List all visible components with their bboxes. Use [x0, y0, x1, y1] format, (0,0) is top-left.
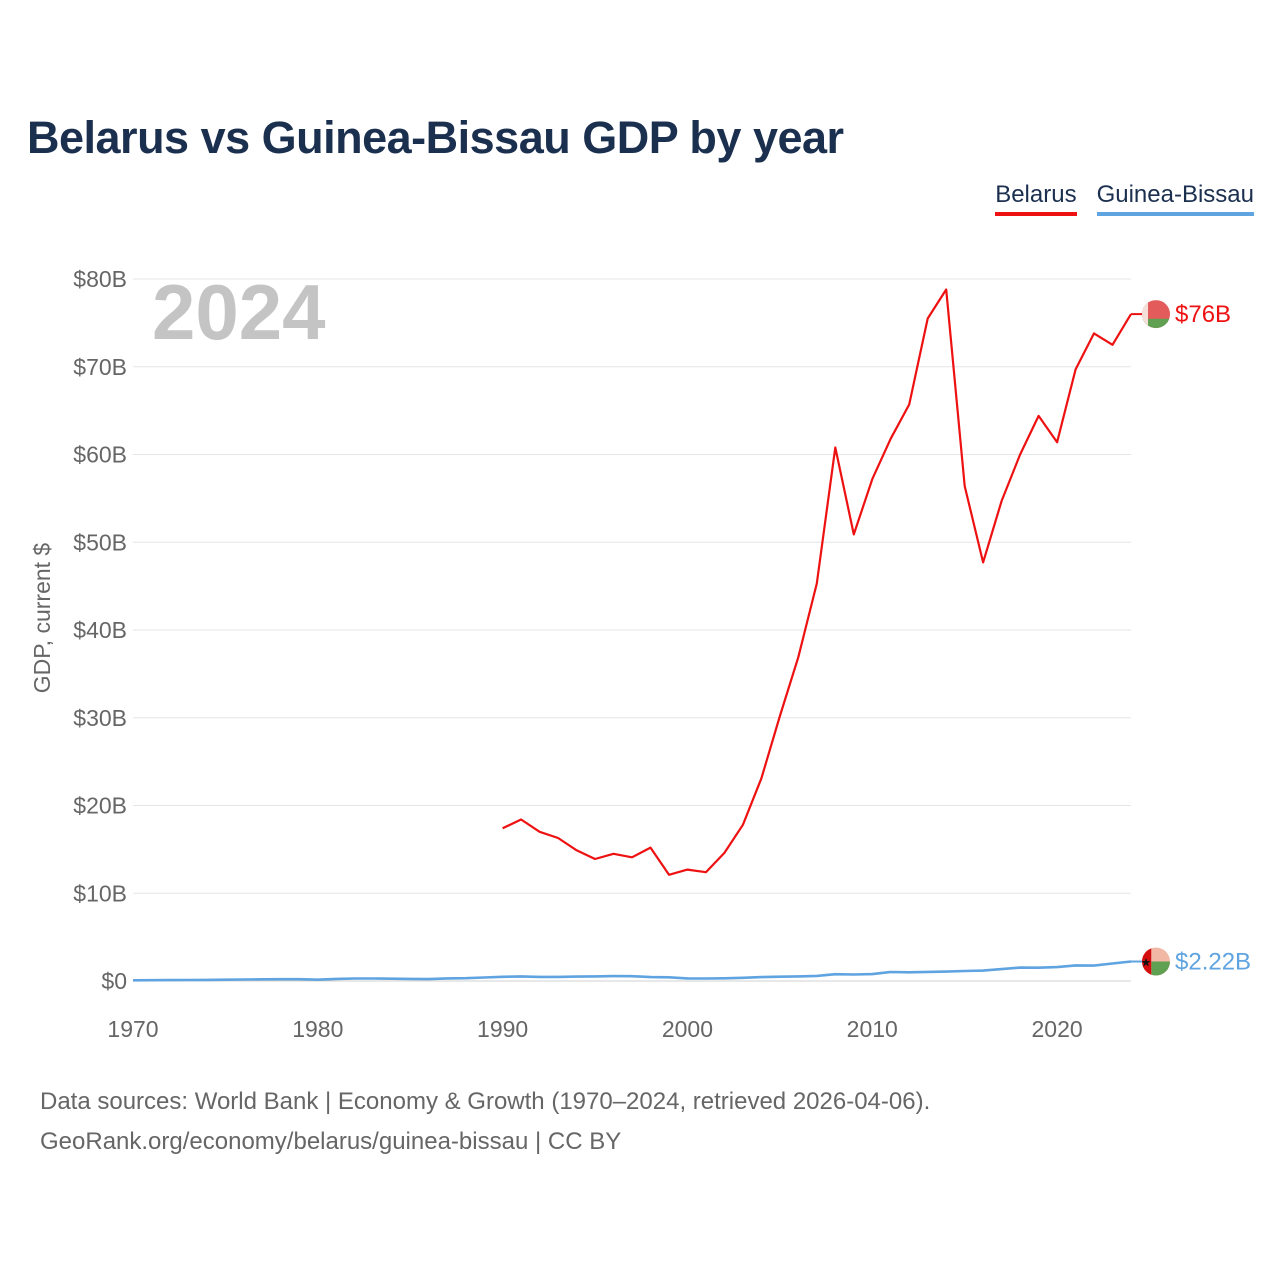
guinea-bissau-flag-icon: ★	[1141, 947, 1170, 976]
year-watermark: 2024	[152, 268, 326, 356]
y-tick-label: $40B	[73, 617, 127, 643]
legend: Belarus Guinea-Bissau	[995, 180, 1254, 216]
series-line-guinea-bissau[interactable]	[132, 960, 1132, 982]
y-tick-label: $10B	[73, 880, 127, 906]
legend-item-guinea-bissau[interactable]: Guinea-Bissau	[1096, 180, 1254, 216]
end-value-label: $2.22B	[1175, 949, 1251, 976]
svg-text:★: ★	[1141, 956, 1152, 970]
chart-title: Belarus vs Guinea-Bissau GDP by year	[27, 112, 844, 163]
y-tick-label: $30B	[73, 705, 127, 731]
end-value-label: $76B	[1175, 301, 1231, 328]
footer-link[interactable]: GeoRank.org/economy/belarus/guinea-bissa…	[40, 1128, 622, 1155]
grid-lines	[133, 278, 1131, 982]
gdp-line-chart: 2024 GDP, current $ $0 $10B $20B $30B $40B $5…	[29, 266, 1251, 1042]
x-tick-label: 2000	[662, 1016, 713, 1042]
series-line-belarus[interactable]	[502, 288, 1132, 876]
footer-sources: Data sources: World Bank | Economy & Gro…	[40, 1088, 931, 1115]
belarus-flag-icon	[1142, 300, 1170, 329]
y-tick-label: $70B	[73, 354, 127, 380]
series-end-markers: $76B ★ $2.22B	[1131, 300, 1251, 976]
y-axis-label: GDP, current $	[29, 543, 55, 694]
x-tick-label: 2010	[847, 1016, 898, 1042]
y-tick-label: $0	[101, 968, 127, 994]
x-tick-label: 1990	[477, 1016, 528, 1042]
x-axis-ticks: 1970 1980 1990 2000 2010 2020	[107, 1016, 1082, 1042]
x-tick-label: 1980	[292, 1016, 343, 1042]
y-tick-label: $50B	[73, 529, 127, 555]
y-tick-label: $80B	[73, 266, 127, 292]
y-axis-ticks: $0 $10B $20B $30B $40B $50B $60B $70B $80B	[73, 266, 127, 994]
x-tick-label: 1970	[107, 1016, 158, 1042]
y-tick-label: $60B	[73, 442, 127, 468]
legend-item-belarus[interactable]: Belarus	[995, 180, 1077, 216]
footer: Data sources: World Bank | Economy & Gro…	[40, 1082, 930, 1162]
y-tick-label: $20B	[73, 793, 127, 819]
series-lines	[132, 288, 1132, 982]
x-tick-label: 2020	[1031, 1016, 1082, 1042]
